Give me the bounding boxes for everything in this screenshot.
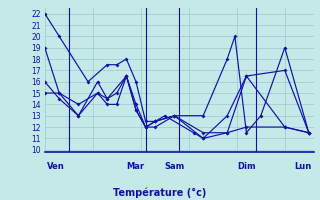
Text: Ven: Ven: [47, 162, 64, 171]
Text: Température (°c): Température (°c): [113, 188, 207, 198]
Text: Lun: Lun: [294, 162, 312, 171]
Text: Sam: Sam: [165, 162, 185, 171]
Text: Mar: Mar: [126, 162, 145, 171]
Text: Dim: Dim: [237, 162, 255, 171]
